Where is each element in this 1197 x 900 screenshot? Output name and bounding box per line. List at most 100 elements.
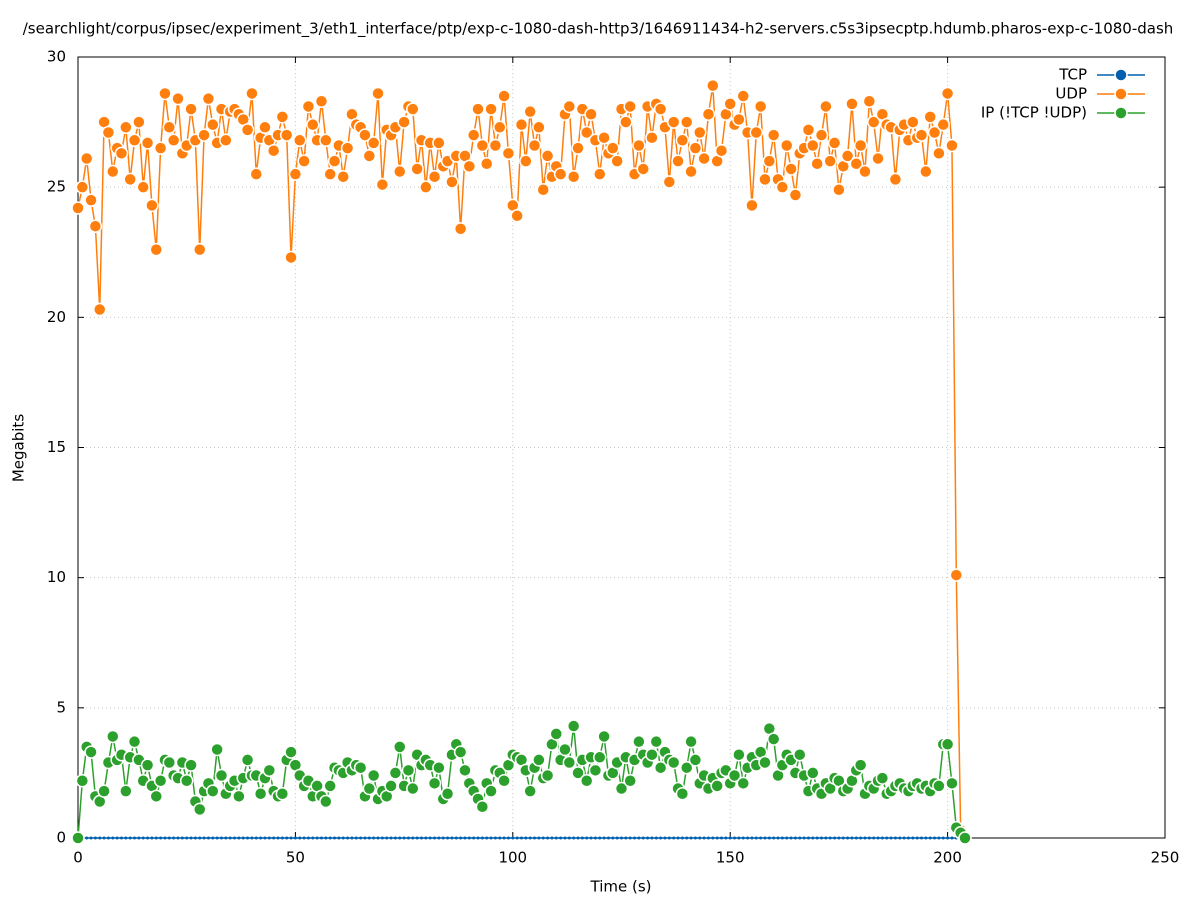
legend-label: TCP <box>1058 66 1087 84</box>
data-point <box>376 836 380 840</box>
data-point <box>198 836 202 840</box>
data-point <box>253 786 268 801</box>
data-point <box>232 789 246 804</box>
data-point <box>206 117 220 132</box>
data-point <box>671 154 685 168</box>
data-point <box>675 133 690 148</box>
data-point <box>653 102 668 116</box>
data-point <box>459 836 463 840</box>
data-point <box>224 836 228 840</box>
data-point <box>801 123 816 137</box>
data-point <box>240 123 255 137</box>
data-point <box>558 742 572 757</box>
data-point <box>284 250 298 265</box>
data-point <box>192 802 207 817</box>
data-point <box>150 836 154 840</box>
data-point <box>602 836 606 840</box>
data-point <box>106 836 110 840</box>
data-point <box>863 836 867 840</box>
data-point <box>815 836 819 840</box>
data-point <box>706 78 720 93</box>
data-point <box>319 794 333 809</box>
data-point <box>693 836 697 840</box>
data-point <box>758 755 772 770</box>
data-point <box>233 836 237 840</box>
data-point <box>441 836 445 840</box>
data-point <box>893 836 897 840</box>
data-point <box>137 836 141 840</box>
data-point <box>750 836 754 840</box>
data-point <box>880 836 884 840</box>
data-point <box>367 836 371 840</box>
data-point <box>467 836 471 840</box>
data-point <box>280 836 284 840</box>
data-point <box>589 836 593 840</box>
data-point <box>336 170 350 184</box>
data-point <box>114 146 129 161</box>
data-point <box>946 836 950 840</box>
data-point <box>579 125 594 140</box>
data-point <box>611 836 615 840</box>
y-tick-label: 20 <box>47 308 66 326</box>
data-point <box>519 836 523 840</box>
data-point <box>272 836 276 840</box>
data-point <box>93 836 97 840</box>
y-tick-label: 25 <box>47 178 66 196</box>
data-point <box>811 836 815 840</box>
data-point <box>106 729 120 744</box>
data-point <box>472 836 476 840</box>
data-point <box>533 836 537 840</box>
data-point <box>154 836 158 840</box>
data-point <box>706 836 710 840</box>
data-point <box>793 836 797 840</box>
data-point <box>906 836 910 840</box>
data-point <box>940 737 955 752</box>
data-point <box>646 836 650 840</box>
data-point <box>720 836 724 840</box>
data-point <box>572 836 576 840</box>
data-point <box>158 86 172 101</box>
data-point <box>649 734 664 749</box>
data-point <box>871 151 885 166</box>
data-point <box>737 836 741 840</box>
data-point <box>153 773 168 788</box>
data-point <box>824 836 828 840</box>
data-point <box>858 164 872 179</box>
data-point <box>597 729 611 744</box>
data-point <box>902 836 906 840</box>
data-point <box>606 836 610 840</box>
data-point <box>484 784 498 798</box>
data-point <box>475 138 490 153</box>
data-point <box>362 149 377 163</box>
data-point <box>653 760 668 775</box>
data-point <box>328 836 332 840</box>
x-tick-label: 0 <box>73 849 83 867</box>
data-point <box>593 750 607 765</box>
data-point <box>776 836 780 840</box>
data-point <box>127 133 142 148</box>
chart-title: /searchlight/corpus/ipsec/experiment_3/e… <box>23 20 1174 39</box>
data-point <box>675 786 690 801</box>
data-point <box>845 97 859 111</box>
data-point <box>406 836 410 840</box>
data-point <box>263 836 267 840</box>
data-point <box>798 836 802 840</box>
data-point <box>463 836 467 840</box>
data-point <box>940 86 955 101</box>
data-point <box>637 836 641 840</box>
data-point <box>775 180 790 194</box>
data-point <box>462 159 477 174</box>
data-point <box>711 836 715 840</box>
data-point <box>324 836 328 840</box>
data-point <box>440 786 455 801</box>
data-point <box>936 117 951 132</box>
data-point <box>723 97 737 111</box>
data-point <box>532 120 546 135</box>
data-point <box>514 117 529 132</box>
data-point <box>254 836 258 840</box>
data-point <box>614 781 629 796</box>
data-point <box>736 89 750 103</box>
data-point <box>358 128 372 142</box>
data-point <box>115 836 119 840</box>
